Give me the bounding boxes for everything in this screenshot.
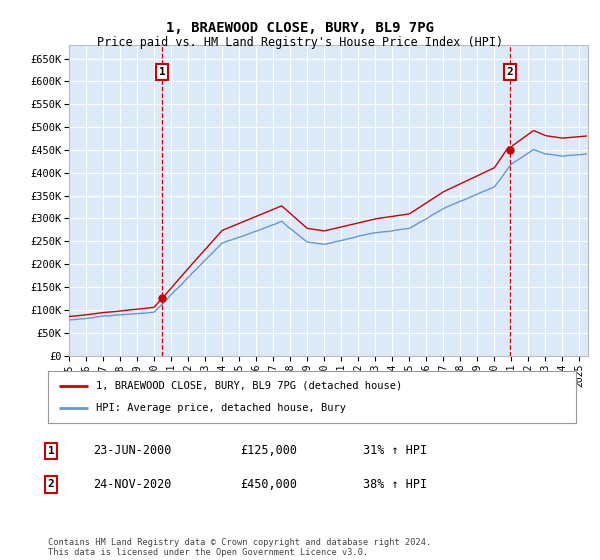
Text: Price paid vs. HM Land Registry's House Price Index (HPI): Price paid vs. HM Land Registry's House … bbox=[97, 36, 503, 49]
Text: 2: 2 bbox=[47, 479, 55, 489]
Text: £125,000: £125,000 bbox=[240, 444, 297, 458]
Text: 1: 1 bbox=[47, 446, 55, 456]
Text: 1: 1 bbox=[159, 67, 166, 77]
Text: HPI: Average price, detached house, Bury: HPI: Average price, detached house, Bury bbox=[95, 403, 346, 413]
Text: 38% ↑ HPI: 38% ↑ HPI bbox=[363, 478, 427, 491]
Text: 2: 2 bbox=[506, 67, 513, 77]
Text: 24-NOV-2020: 24-NOV-2020 bbox=[93, 478, 172, 491]
Text: 1, BRAEWOOD CLOSE, BURY, BL9 7PG (detached house): 1, BRAEWOOD CLOSE, BURY, BL9 7PG (detach… bbox=[95, 381, 402, 391]
Text: 23-JUN-2000: 23-JUN-2000 bbox=[93, 444, 172, 458]
Text: 31% ↑ HPI: 31% ↑ HPI bbox=[363, 444, 427, 458]
Text: Contains HM Land Registry data © Crown copyright and database right 2024.
This d: Contains HM Land Registry data © Crown c… bbox=[48, 538, 431, 557]
Text: £450,000: £450,000 bbox=[240, 478, 297, 491]
Text: 1, BRAEWOOD CLOSE, BURY, BL9 7PG: 1, BRAEWOOD CLOSE, BURY, BL9 7PG bbox=[166, 21, 434, 35]
